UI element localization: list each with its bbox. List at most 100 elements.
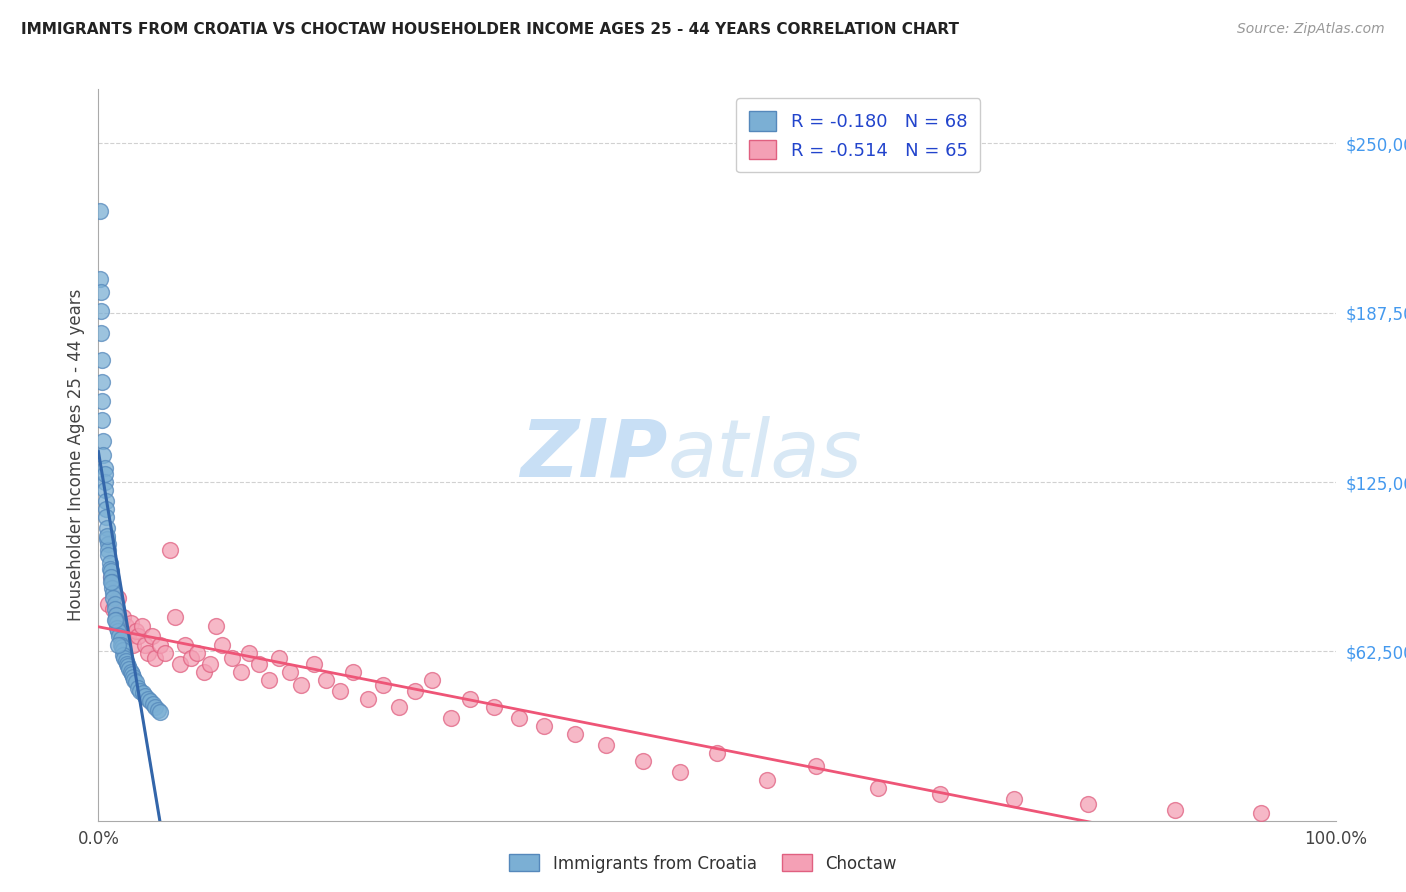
Point [111,640,134,655]
Point [1164,803,1187,817]
Point [112,648,135,663]
Point [91,353,114,368]
Point [186,646,208,660]
Point [108,629,131,643]
Point [112,643,135,657]
Point [155,646,177,660]
Point [91,393,114,408]
Point [302,657,325,671]
Point [484,699,506,714]
Point [93,461,115,475]
Text: ZIP: ZIP [520,416,668,494]
Point [97,548,120,562]
Point [706,746,728,760]
Point [122,670,145,684]
Point [90,304,112,318]
Point [94,510,117,524]
Point [329,683,352,698]
Point [371,678,394,692]
Point [118,662,141,676]
Point [96,521,118,535]
Point [112,651,135,665]
Point [165,610,187,624]
Point [93,475,115,489]
Point [595,738,617,752]
Point [124,624,146,638]
Text: atlas: atlas [668,416,862,494]
Point [101,581,124,595]
Point [290,678,312,692]
Point [97,537,120,551]
Point [229,665,252,679]
Point [93,448,115,462]
Point [97,542,120,557]
Point [114,618,136,632]
Legend: R = -0.180   N = 68, R = -0.514   N = 65: R = -0.180 N = 68, R = -0.514 N = 65 [737,98,980,172]
Point [96,532,118,546]
Point [124,673,146,687]
Point [124,675,146,690]
Point [1002,792,1025,806]
Point [564,727,586,741]
Point [90,326,112,340]
Point [174,638,197,652]
Point [928,787,950,801]
Point [91,413,114,427]
Point [221,651,243,665]
Point [533,719,555,733]
Point [508,711,530,725]
Point [112,610,135,624]
Point [669,764,692,779]
Point [139,694,162,708]
Point [100,570,122,584]
Point [96,529,118,543]
Point [211,638,233,652]
Point [149,706,172,720]
Point [1077,797,1099,812]
Point [122,638,145,652]
Point [103,597,125,611]
Point [193,665,215,679]
Point [100,565,122,579]
Point [247,657,270,671]
Legend: Immigrants from Croatia, Choctaw: Immigrants from Croatia, Choctaw [503,847,903,880]
Point [105,615,128,630]
Point [127,629,149,643]
Point [103,586,125,600]
Point [458,691,481,706]
Point [129,683,152,698]
Point [169,657,191,671]
Point [103,591,125,606]
Point [1250,805,1272,820]
Point [238,646,260,660]
Text: IMMIGRANTS FROM CROATIA VS CHOCTAW HOUSEHOLDER INCOME AGES 25 - 44 YEARS CORRELA: IMMIGRANTS FROM CROATIA VS CHOCTAW HOUSE… [21,22,959,37]
Point [267,651,290,665]
Point [388,699,411,714]
Point [257,673,280,687]
Point [110,624,132,638]
Point [97,597,120,611]
Point [278,665,301,679]
Point [101,575,124,590]
Point [93,434,115,449]
Point [104,610,127,624]
Point [127,681,149,695]
Point [141,629,163,643]
Point [107,591,129,606]
Point [146,702,169,716]
Point [315,673,337,687]
Point [114,654,136,668]
Point [110,638,132,652]
Point [132,686,155,700]
Point [115,657,138,671]
Point [342,665,364,679]
Point [89,204,111,219]
Point [100,570,122,584]
Point [804,759,827,773]
Text: Source: ZipAtlas.com: Source: ZipAtlas.com [1237,22,1385,37]
Y-axis label: Householder Income Ages 25 - 44 years: Householder Income Ages 25 - 44 years [66,289,84,621]
Point [143,651,166,665]
Point [205,618,228,632]
Point [110,632,132,647]
Point [104,613,127,627]
